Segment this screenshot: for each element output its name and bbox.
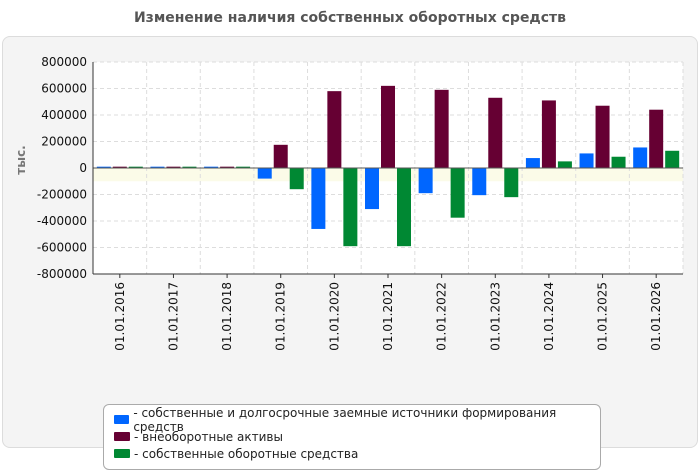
y-tick-label: -800000	[37, 267, 87, 281]
x-tick-label: 01.01.2025	[596, 282, 610, 351]
bar-s1-8	[541, 100, 556, 168]
bar-s1-4	[327, 91, 342, 168]
bar-s2-10	[665, 150, 680, 168]
y-tick-label: -600000	[37, 241, 87, 255]
bar-s0-4	[311, 168, 326, 229]
y-tick-label: 400000	[41, 108, 87, 122]
y-tick-label: 600000	[41, 82, 87, 96]
x-tick-label: 01.01.2018	[220, 282, 234, 351]
y-tick-label: -400000	[37, 214, 87, 228]
bar-s1-7	[488, 97, 503, 168]
bar-s0-5	[365, 168, 379, 210]
bar-s0-8	[525, 158, 540, 168]
bar-s1-5	[381, 85, 395, 168]
bar-s0-0	[96, 166, 111, 168]
bar-s2-9	[611, 156, 626, 168]
legend-label-working-capital: - собственные оборотные средства	[134, 446, 359, 461]
x-tick-label: 01.01.2021	[381, 282, 395, 351]
bar-s1-0	[112, 166, 127, 168]
bar-s2-8	[557, 161, 572, 168]
bar-s0-7	[472, 168, 487, 196]
bar-s1-3	[273, 144, 288, 168]
chart-panel: 800000 600000 400000 200000 0 -200000 -400000 -…	[2, 36, 698, 470]
bar-s2-5	[397, 168, 411, 247]
legend-swatch-sources	[114, 415, 130, 424]
bar-s1-1	[166, 166, 181, 168]
bar-s0-6	[418, 168, 433, 194]
legend-item-sources: - собственные и долгосрочные заемные ист…	[114, 406, 590, 434]
bar-s2-7	[504, 168, 519, 198]
bar-s0-3	[257, 168, 272, 179]
legend-label-noncurrent-assets: - внеоборотные активы	[134, 429, 283, 444]
bar-s0-1	[150, 166, 165, 168]
y-tick-label: -200000	[37, 188, 87, 202]
bar-s0-2	[204, 166, 219, 168]
bar-s2-4	[343, 168, 358, 247]
chart-plot: 800000 600000 400000 200000 0 -200000 -400000 -…	[14, 55, 684, 351]
x-tick-label: 01.01.2016	[113, 282, 127, 351]
chart-title: Изменение наличия собственных оборотных …	[133, 10, 567, 26]
legend-swatch-working-capital	[114, 449, 130, 458]
x-tick-label: 01.01.2022	[435, 282, 449, 351]
x-tick-label: 01.01.2020	[327, 282, 341, 351]
y-axis-title: тыс.	[14, 145, 28, 174]
plot-band	[93, 168, 683, 182]
bar-s1-6	[434, 89, 449, 168]
x-tick-label: 01.01.2017	[166, 282, 180, 351]
bar-s1-2	[220, 166, 235, 168]
bar-s2-2	[236, 166, 251, 168]
bar-s2-3	[289, 168, 304, 190]
bar-s2-1	[182, 166, 197, 168]
bar-s0-9	[579, 153, 594, 168]
x-tick-label: 01.01.2026	[649, 282, 663, 351]
legend-label-sources: - собственные и долгосрочные заемные ист…	[133, 405, 557, 434]
bar-s0-10	[633, 147, 648, 168]
bar-s2-0	[128, 166, 143, 168]
y-tick-label: 200000	[41, 135, 87, 149]
bar-s1-10	[649, 109, 664, 168]
bar-s2-6	[450, 168, 465, 218]
chart-legend: - собственные и долгосрочные заемные ист…	[103, 404, 601, 470]
bar-s1-9	[595, 105, 610, 168]
legend-item-noncurrent-assets: - внеоборотные активы	[114, 428, 590, 445]
legend-swatch-noncurrent-assets	[114, 432, 130, 441]
y-tick-label: 0	[79, 161, 87, 175]
x-tick-label: 01.01.2023	[488, 282, 502, 351]
x-tick-label: 01.01.2024	[542, 282, 556, 351]
y-tick-label: 800000	[41, 55, 87, 69]
x-tick-label: 01.01.2019	[274, 282, 288, 351]
legend-item-working-capital: - собственные оборотные средства	[114, 445, 590, 462]
